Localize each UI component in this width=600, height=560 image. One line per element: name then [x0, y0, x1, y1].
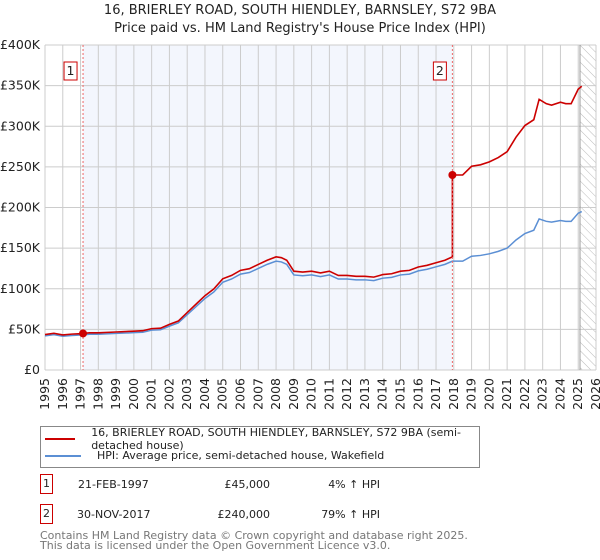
sale-date: 21-FEB-1997	[78, 477, 149, 491]
footer-line-1: Contains HM Land Registry data © Crown c…	[40, 529, 468, 542]
y-tick-label: £0	[24, 362, 40, 377]
x-tick-label: 2009	[286, 378, 301, 410]
x-tick-label: 2005	[215, 378, 230, 410]
chart-subtitle: Price paid vs. HM Land Registry's House …	[114, 21, 486, 36]
sale-row-2: 2 30-NOV-2017 £240,000 79% ↑ HPI	[40, 504, 380, 524]
sale-hpi: 4% ↑ HPI	[328, 477, 380, 491]
sale-date: 30-NOV-2017	[77, 507, 151, 521]
x-tick-label: 2016	[410, 378, 425, 410]
y-tick-label: £300K	[0, 118, 41, 133]
x-tick-label: 2013	[357, 378, 372, 410]
x-tick-label: 2020	[481, 378, 496, 410]
footer: Contains HM Land Registry data © Crown c…	[40, 529, 468, 552]
footer-line-2: This data is licensed under the Open Gov…	[40, 539, 391, 552]
sale-hpi: 79% ↑ HPI	[321, 507, 380, 521]
x-tick-label: 2006	[233, 378, 248, 410]
x-tick-label: 2025	[570, 378, 585, 410]
x-tick-label: 2008	[268, 378, 283, 410]
x-tick-label: 2023	[535, 378, 550, 410]
y-tick-label: £400K	[0, 37, 41, 52]
y-tick-label: £200K	[0, 200, 41, 215]
x-tick-label: 1996	[55, 378, 70, 410]
property-legend-label: 16, BRIERLEY ROAD, SOUTH HIENDLEY, BARNS…	[91, 425, 462, 452]
x-tick-label: 2017	[428, 378, 443, 410]
x-tick-label: 2003	[179, 378, 194, 410]
x-tick-label: 2026	[588, 378, 600, 410]
x-tick-label: 1997	[73, 378, 88, 410]
x-tick-label: 2015	[392, 378, 407, 410]
hpi-line	[44, 210, 583, 338]
y-tick-label: £250K	[0, 159, 41, 174]
sale-flag-label: 2	[436, 63, 444, 78]
x-tick-label: 2012	[339, 378, 354, 410]
x-tick-label: 2014	[375, 378, 390, 410]
hpi-legend-label: HPI: Average price, semi-detached house,…	[97, 449, 385, 462]
y-tick-label: £150K	[0, 240, 41, 255]
sale-badge: 1	[40, 474, 53, 494]
y-tick-label: £350K	[0, 78, 41, 93]
x-tick-label: 2004	[197, 378, 212, 410]
x-tick-label: 2022	[517, 378, 532, 410]
sale-price: £45,000	[224, 477, 271, 491]
sale-badge: 2	[40, 504, 53, 524]
x-tick-label: 2007	[250, 378, 265, 410]
property-legend-swatch	[45, 437, 76, 440]
chart-title: 16, BRIERLEY ROAD, SOUTH HIENDLEY, BARNS…	[103, 3, 497, 18]
sale-flag-label: 1	[67, 63, 75, 78]
sale-price: £240,000	[217, 507, 271, 521]
sale-row-1: 1 21-FEB-1997 £45,000 4% ↑ HPI	[40, 474, 380, 494]
x-tick-label: 2021	[499, 378, 514, 410]
sale-point	[448, 171, 457, 179]
x-tick-label: 2018	[446, 378, 461, 410]
x-tick-label: 2001	[144, 378, 159, 410]
sale-flag	[432, 61, 447, 81]
x-tick-label: 2024	[552, 378, 567, 410]
y-tick-label: £50K	[8, 321, 41, 336]
x-tick-label: 2002	[161, 378, 176, 410]
sale-point	[79, 329, 88, 338]
x-tick-label: 2000	[126, 378, 141, 410]
y-tick-label: £100K	[0, 281, 41, 296]
x-tick-label: 1995	[37, 378, 52, 410]
x-tick-label: 2019	[464, 378, 479, 410]
x-tick-label: 2010	[304, 378, 319, 410]
x-tick-label: 2011	[321, 378, 336, 410]
hpi-legend-swatch	[45, 454, 81, 457]
sale-flag	[63, 61, 78, 81]
x-tick-label: 1999	[108, 378, 123, 410]
x-tick-label: 1998	[90, 378, 105, 410]
property-price-line	[44, 85, 583, 336]
legend: 16, BRIERLEY ROAD, SOUTH HIENDLEY, BARNS…	[40, 426, 480, 468]
